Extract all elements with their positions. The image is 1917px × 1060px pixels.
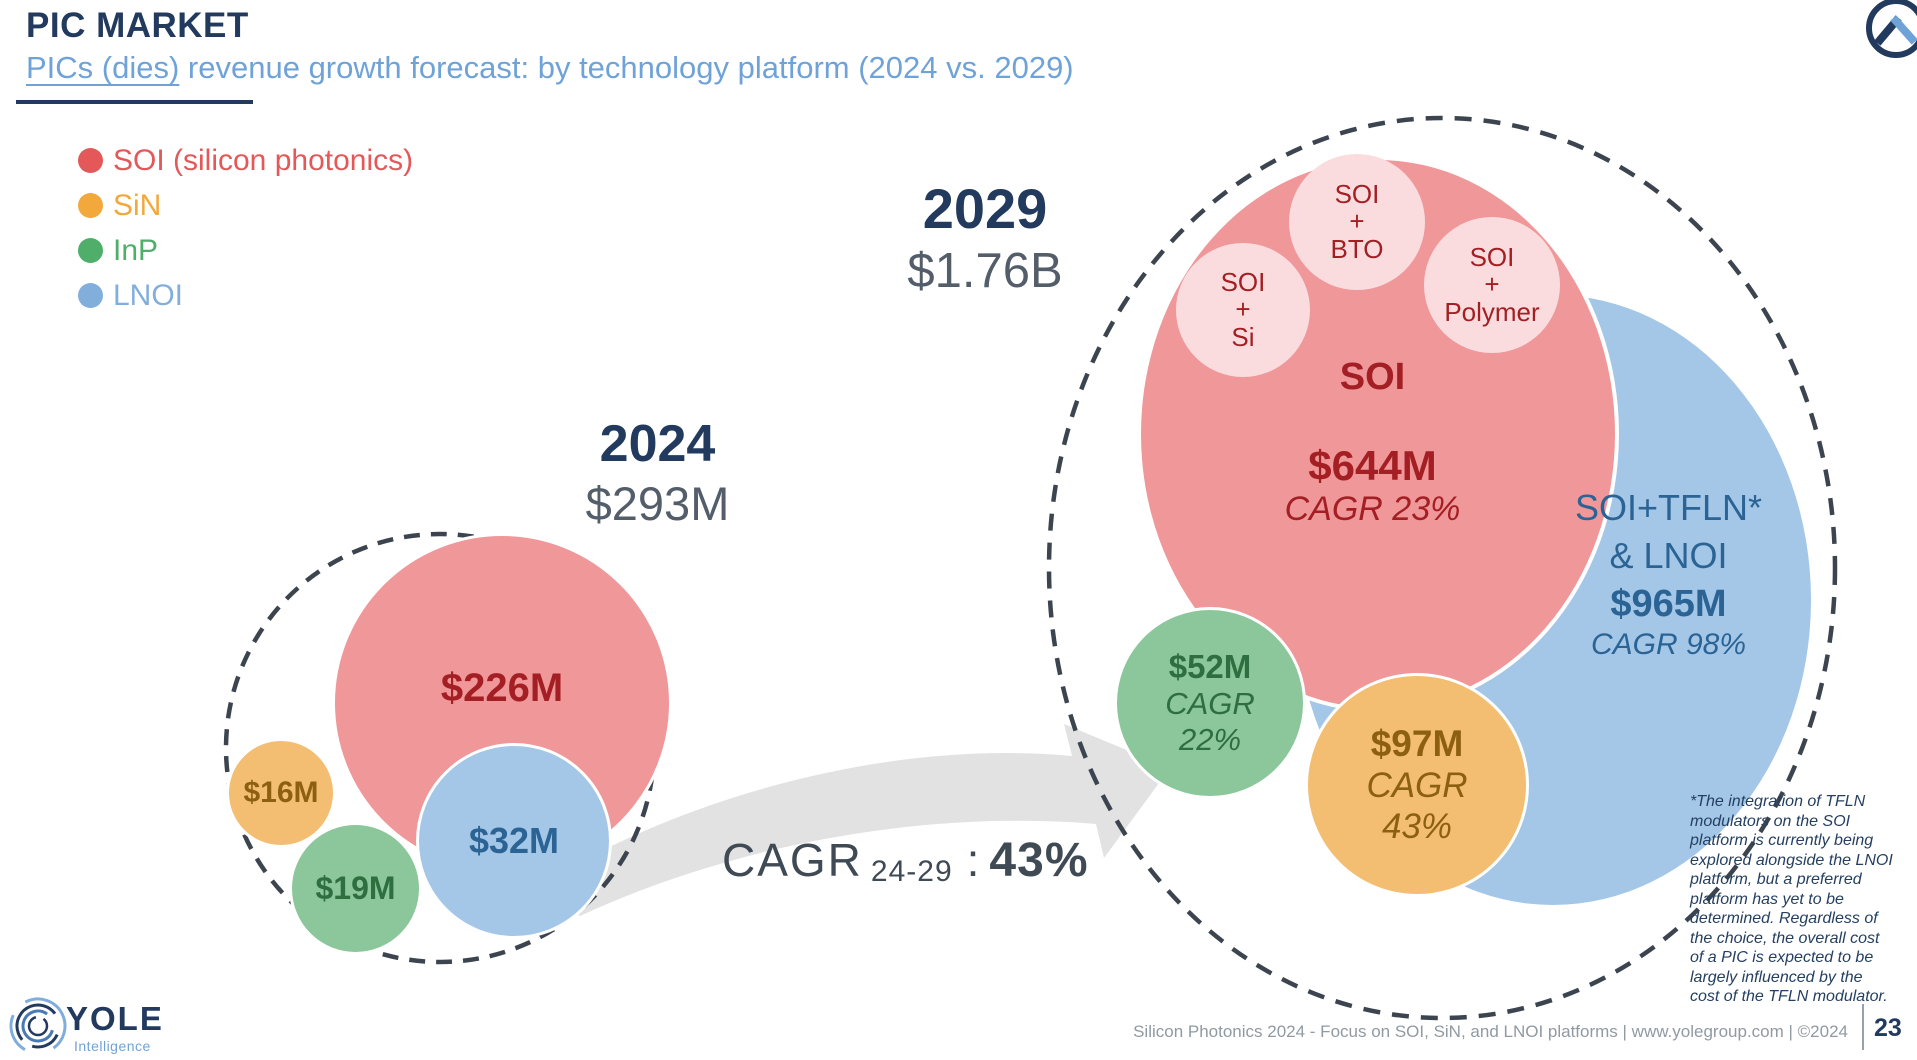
lnoi-2029-name: SOI+TFLN* & LNOI bbox=[1574, 487, 1763, 576]
soi-2029-cagr: CAGR 23% bbox=[1284, 490, 1461, 528]
subtitle-link[interactable]: PICs (dies) bbox=[26, 50, 180, 85]
overall-cagr-annotation: CAGR 24-29 : 43% bbox=[722, 833, 1089, 888]
subtitle-text: revenue growth forecast: by technology p… bbox=[179, 50, 1074, 85]
legend-item-inp: InP bbox=[78, 228, 413, 273]
legend-label: LNOI bbox=[113, 278, 184, 312]
group-2024-title: 2024 $293M bbox=[545, 414, 770, 531]
title-underline bbox=[16, 100, 253, 104]
soi-legend-dot-icon bbox=[78, 148, 103, 173]
bubble-2029-sin: $97M CAGR 43% bbox=[1305, 673, 1529, 897]
page-number: 23 bbox=[1874, 1014, 1902, 1042]
legend-item-lnoi: LNOI bbox=[78, 273, 413, 318]
legend-label: SiN bbox=[113, 188, 162, 222]
brand-name: YOLE bbox=[66, 1000, 164, 1037]
bubble-value: $32M bbox=[468, 820, 560, 861]
group-2029-outline bbox=[1046, 115, 1838, 1021]
year-2029: 2029 bbox=[922, 177, 1048, 240]
bubble-value: $16M bbox=[243, 776, 319, 809]
bubble-cagr: CAGR 43% bbox=[1366, 765, 1468, 846]
bubble-2024-inp: $19M bbox=[289, 822, 422, 955]
lnoi-2029-labels: SOI+TFLN* & LNOI $965M CAGR 98% bbox=[1536, 484, 1801, 662]
cagr-separator: : bbox=[966, 834, 980, 886]
yole-swirl-logo-icon[interactable] bbox=[2, 992, 72, 1060]
cagr-value: 43% bbox=[989, 834, 1089, 887]
soi-2029-value: $644M bbox=[1308, 442, 1437, 489]
inp-legend-dot-icon bbox=[78, 238, 103, 263]
bubble-cagr: CAGR 22% bbox=[1165, 686, 1255, 757]
footer-text: Silicon Photonics 2024 - Focus on SOI, S… bbox=[1133, 1022, 1848, 1041]
sub-bubble-soi-bto: SOI + BTO bbox=[1289, 154, 1425, 290]
footer-divider bbox=[1862, 1004, 1864, 1050]
bubble-value: $19M bbox=[315, 870, 396, 906]
page-subtitle: PICs (dies) revenue growth forecast: by … bbox=[26, 50, 1074, 86]
brand-tagline: Intelligence bbox=[74, 1038, 151, 1054]
legend-label: InP bbox=[113, 233, 159, 267]
soi-2029-name: SOI bbox=[1339, 356, 1406, 398]
bubble-value: $226M bbox=[440, 665, 564, 710]
bubble-value: $52M bbox=[1168, 648, 1252, 686]
legend: SOI (silicon photonics) SiN InP LNOI bbox=[78, 138, 413, 318]
bubble-value: $97M bbox=[1370, 722, 1464, 764]
sub-bubble-soi-si: SOI + Si bbox=[1176, 243, 1310, 377]
footnote: *The integration of TFLN modulators on t… bbox=[1690, 793, 1893, 1006]
total-2029: $1.76B bbox=[907, 244, 1063, 298]
legend-item-soi: SOI (silicon photonics) bbox=[78, 138, 413, 183]
circle-chevron-up-icon[interactable] bbox=[1850, 0, 1917, 66]
growth-arrow-icon bbox=[548, 724, 1170, 916]
group-2029-title: 2029 $1.76B bbox=[870, 176, 1100, 299]
sin-legend-dot-icon bbox=[78, 193, 103, 218]
sub-bubble-soi-polymer: SOI + Polymer bbox=[1424, 217, 1560, 353]
cagr-word: CAGR bbox=[722, 834, 863, 886]
legend-label: SOI (silicon photonics) bbox=[113, 143, 414, 177]
year-2024: 2024 bbox=[599, 415, 716, 473]
lnoi-2029-cagr: CAGR 98% bbox=[1590, 628, 1747, 662]
bubble-2024-lnoi: $32M bbox=[416, 743, 612, 939]
cagr-subscript: 24-29 bbox=[870, 855, 953, 888]
lnoi-2029-value: $965M bbox=[1610, 583, 1727, 626]
page-title: PIC MARKET bbox=[26, 6, 249, 45]
total-2024: $293M bbox=[585, 477, 730, 530]
bubble-2024-sin: $16M bbox=[226, 738, 336, 848]
legend-item-sin: SiN bbox=[78, 183, 413, 228]
lnoi-legend-dot-icon bbox=[78, 283, 103, 308]
bubble-2029-inp: $52M CAGR 22% bbox=[1114, 607, 1306, 799]
